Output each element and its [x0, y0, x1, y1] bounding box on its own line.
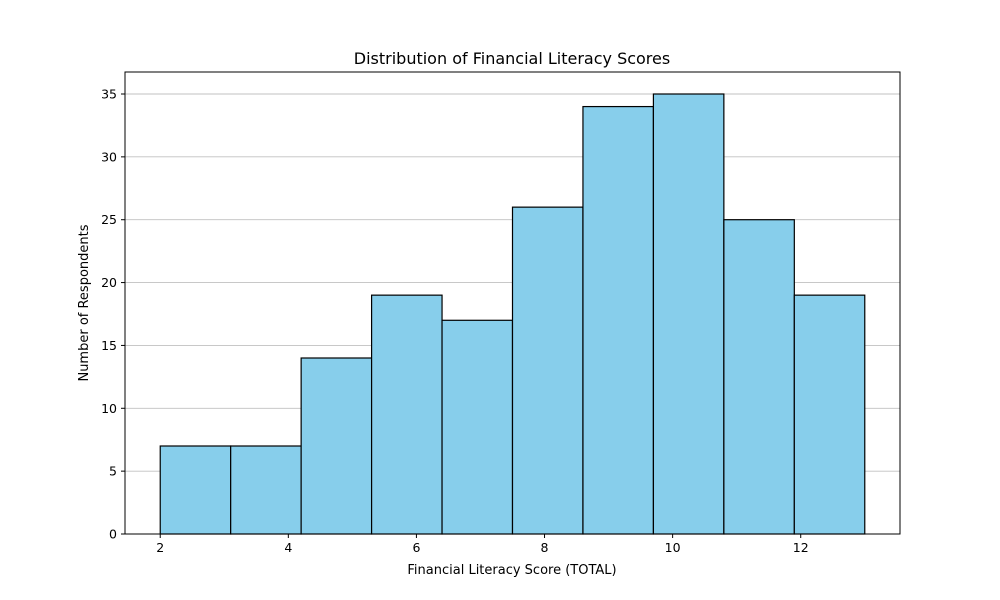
y-tick-label-5: 25: [101, 212, 117, 227]
x-tick-label-2: 6: [412, 540, 420, 555]
x-tick-label-4: 10: [665, 540, 681, 555]
y-tick-label-1: 5: [109, 464, 117, 479]
x-tick-label-5: 12: [793, 540, 809, 555]
histogram-bar-5: [511, 206, 584, 535]
x-tick-label-3: 8: [541, 540, 549, 555]
x-tick-label-0: 2: [156, 540, 164, 555]
histogram-bar-1: [230, 445, 302, 535]
y-axis-label: Number of Respondents: [77, 224, 92, 381]
histogram-bar-0: [159, 445, 232, 535]
histogram-bar-3: [370, 294, 443, 535]
histogram-bar-4: [441, 319, 514, 535]
y-tick-label-0: 0: [109, 527, 117, 542]
histogram-bar-9: [793, 294, 866, 535]
x-tick-label-1: 4: [284, 540, 292, 555]
histogram-bar-8: [723, 219, 795, 535]
y-tick-label-3: 15: [101, 338, 117, 353]
y-tick-label-2: 10: [101, 401, 117, 416]
histogram-bar-2: [300, 357, 373, 535]
y-tick-label-6: 30: [101, 149, 117, 164]
y-tick-label-7: 35: [101, 87, 117, 102]
histogram-bar-6: [582, 105, 655, 535]
histogram-bars: [159, 93, 866, 535]
histogram-bar-7: [652, 93, 725, 535]
chart-title: Distribution of Financial Literacy Score…: [354, 49, 670, 68]
x-axis-ticks: 2 4 6 8 10 12: [156, 534, 809, 555]
plot-frame: [124, 71, 901, 535]
x-axis-label: Financial Literacy Score (TOTAL): [407, 563, 616, 578]
y-axis-ticks: 0 5 10 15 20 25 30 35: [101, 87, 125, 542]
y-tick-label-4: 20: [101, 275, 117, 290]
